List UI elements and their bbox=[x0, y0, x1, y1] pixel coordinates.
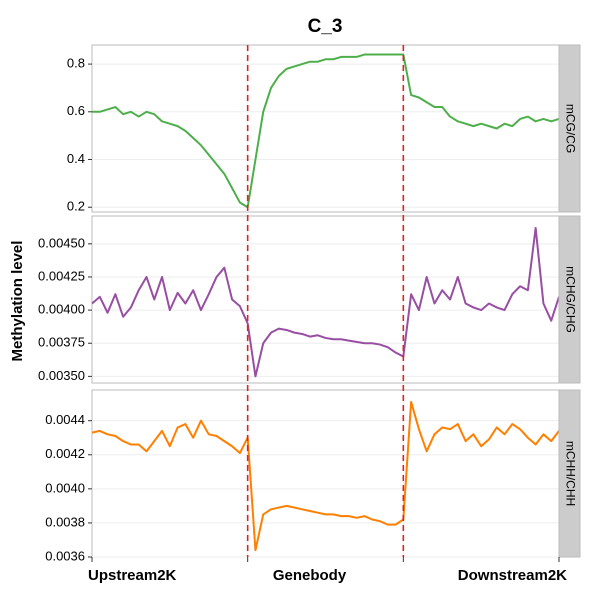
y-tick-label: 0.00450 bbox=[38, 235, 85, 250]
y-tick-label: 0.0036 bbox=[45, 548, 85, 563]
strip-background bbox=[558, 389, 581, 558]
x-tick-label: Downstream2K bbox=[458, 567, 567, 584]
y-tick-label: 0.0044 bbox=[45, 412, 85, 427]
data-line bbox=[91, 400, 560, 552]
x-tick-label: Genebody bbox=[273, 567, 347, 584]
y-tick-label: 0.6 bbox=[67, 103, 85, 118]
data-line bbox=[91, 226, 560, 378]
strip-label: mCHH/CHH bbox=[563, 441, 577, 506]
panel-background bbox=[91, 389, 560, 558]
strip-background bbox=[558, 44, 581, 213]
y-tick-label: 0.0042 bbox=[45, 446, 85, 461]
y-tick-label: 0.00375 bbox=[38, 335, 85, 350]
y-tick-label: 0.00350 bbox=[38, 368, 85, 383]
strip-label: mCHG/CHG bbox=[563, 266, 577, 333]
y-tick-label: 0.00400 bbox=[38, 302, 85, 317]
panel-background bbox=[91, 215, 560, 384]
strip-label: mCG/CG bbox=[563, 104, 577, 153]
y-tick-label: 0.4 bbox=[67, 151, 85, 166]
y-tick-label: 0.2 bbox=[67, 199, 85, 214]
data-line bbox=[92, 53, 560, 209]
y-tick-label: 0.00425 bbox=[38, 268, 85, 283]
chart-title: C_3 bbox=[308, 16, 343, 37]
x-tick-label: Upstream2K bbox=[88, 567, 177, 584]
y-tick-label: 0.0040 bbox=[45, 480, 85, 495]
panel-background bbox=[91, 44, 560, 213]
strip-background bbox=[558, 215, 581, 384]
y-axis-label: Methylation level bbox=[9, 241, 26, 362]
y-tick-label: 0.0038 bbox=[45, 514, 85, 529]
y-tick-label: 0.8 bbox=[67, 56, 85, 71]
